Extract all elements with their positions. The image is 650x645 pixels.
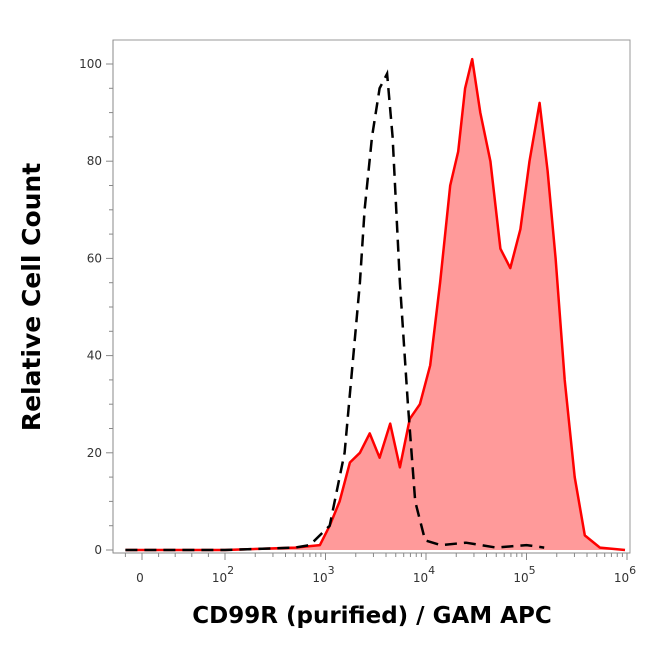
x-tick-base: 10: [312, 571, 327, 585]
series-group: [125, 57, 626, 552]
stained-histogram-fill: [125, 59, 626, 550]
y-tick-label: 40: [87, 349, 102, 363]
y-axis: 0 20 40 60 80 100: [79, 40, 114, 557]
control-histogram-line: [125, 69, 545, 552]
x-tick-exponent: 6: [629, 564, 636, 577]
y-axis-label: Relative Cell Count: [17, 163, 46, 431]
x-tick-base: 10: [212, 571, 227, 585]
x-tick-exponent: 5: [529, 564, 536, 577]
x-tick-label: 102: [212, 564, 234, 585]
x-tick-base: 10: [413, 571, 428, 585]
x-tick-label: 105: [513, 564, 535, 585]
x-tick-exponent: 4: [428, 564, 435, 577]
x-tick-label: 0: [136, 571, 144, 585]
y-tick-label: 20: [87, 446, 102, 460]
x-tick-exponent: 2: [227, 564, 234, 577]
y-tick-label: 100: [79, 57, 102, 71]
x-axis-label: CD99R (purified) / GAM APC: [192, 603, 551, 629]
y-tick-label: 80: [87, 154, 102, 168]
x-tick-label: 104: [413, 564, 435, 585]
x-tick-base: 0: [136, 571, 144, 585]
y-tick-label: 0: [94, 543, 102, 557]
x-tick-exponent: 3: [328, 564, 335, 577]
x-tick-base: 10: [513, 571, 528, 585]
y-tick-label: 60: [87, 251, 102, 265]
x-tick-base: 10: [614, 571, 629, 585]
x-tick-label: 106: [614, 564, 636, 585]
x-tick-label: 103: [312, 564, 334, 585]
stained-histogram-line: [125, 57, 626, 552]
